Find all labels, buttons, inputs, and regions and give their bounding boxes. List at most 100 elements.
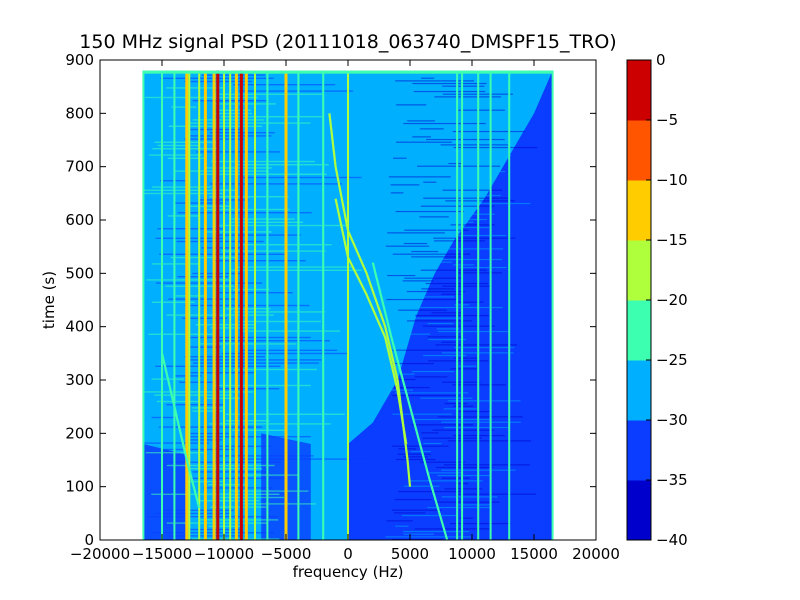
heatmap-noise-streak: [170, 461, 281, 463]
heatmap-noise-streak: [423, 442, 442, 445]
heatmap-noise-streak: [239, 90, 354, 92]
heatmap-noise-streak: [421, 77, 435, 79]
heatmap-noise-streak: [388, 176, 451, 178]
y-tick-label: 400: [65, 318, 94, 336]
heatmap-noise-streak: [441, 496, 498, 498]
heatmap-noise-streak: [208, 484, 249, 486]
heatmap-noise-streak: [177, 276, 229, 278]
heatmap-noise-streak: [148, 333, 215, 335]
heatmap-noise-streak: [423, 354, 467, 357]
heatmap-noise-streak: [210, 327, 255, 329]
heatmap-chirp-track: [160, 353, 201, 509]
heatmap-noise-streak: [426, 472, 462, 474]
heatmap-noise-streak: [208, 525, 242, 527]
heatmap-noise-streak: [442, 285, 492, 287]
heatmap-noise-streak: [397, 453, 431, 455]
heatmap-noise-streak: [189, 122, 311, 124]
heatmap-noise-streak: [385, 245, 430, 247]
x-tick-label: 15000: [510, 545, 558, 563]
colorbar-tick-label: −40: [656, 531, 688, 549]
heatmap-noise-streak: [411, 256, 463, 258]
heatmap-noise-streak: [391, 538, 443, 540]
heatmap-noise-streak: [387, 274, 416, 277]
heatmap-noise-streak: [403, 485, 440, 487]
heatmap-noise-streak: [196, 151, 280, 153]
chart-title: 150 MHz signal PSD (20111018_063740_DMSP…: [79, 31, 616, 53]
heatmap-noise-streak: [232, 288, 270, 291]
heatmap-noise-streak: [166, 404, 225, 406]
heatmap-noise-streak: [412, 136, 432, 138]
x-tick-label: −15000: [132, 545, 192, 563]
heatmap-noise-streak: [390, 362, 434, 365]
heatmap-noise-streak: [238, 474, 300, 476]
heatmap-noise-streak: [394, 498, 432, 501]
heatmap-noise-streak: [410, 450, 431, 453]
plot-area: [99, 59, 597, 541]
colorbar-tick-label: −20: [656, 291, 688, 309]
heatmap-noise-streak: [394, 386, 430, 389]
x-tick-label: −5000: [261, 545, 312, 563]
x-tick-label: 10000: [448, 545, 496, 563]
heatmap-noise-streak: [145, 452, 207, 454]
heatmap-noise-streak: [170, 256, 235, 259]
heatmap-noise-streak: [444, 402, 468, 405]
heatmap-noise-streak: [220, 496, 285, 499]
heatmap-noise-streak: [386, 520, 413, 522]
heatmap-noise-streak: [443, 408, 477, 410]
heatmap-noise-streak: [151, 301, 195, 303]
heatmap-noise-streak: [454, 160, 486, 162]
heatmap-noise-streak: [195, 324, 256, 326]
heatmap-noise-streak: [179, 381, 213, 383]
heatmap-noise-streak: [403, 122, 486, 125]
heatmap-noise-streak: [157, 228, 225, 230]
heatmap-noise-streak: [420, 461, 466, 463]
heatmap-noise-streak: [192, 410, 224, 412]
heatmap-noise-streak: [238, 320, 321, 323]
heatmap-noise-streak: [392, 413, 453, 415]
heatmap-noise-streak: [403, 533, 434, 535]
y-tick-label: 100: [65, 478, 94, 496]
heatmap-noise-streak: [232, 429, 287, 431]
heatmap-noise-streak: [449, 522, 511, 525]
heatmap-noise-streak: [407, 120, 435, 122]
colorbar: −40 −35 −30 −25 −20 −15 −10 −5 0: [626, 51, 688, 549]
heatmap-noise-streak: [167, 215, 199, 217]
heatmap-noise-streak: [458, 410, 491, 413]
heatmap-noise-streak: [445, 200, 515, 202]
heatmap-noise-streak: [443, 464, 530, 466]
heatmap-noise-streak: [152, 186, 212, 188]
heatmap-noise-streak: [435, 344, 518, 346]
heatmap-noise-streak: [188, 436, 311, 438]
heatmap-noise-streak: [431, 312, 463, 314]
heatmap-noise-streak: [198, 519, 279, 521]
heatmap-noise-streak: [159, 180, 186, 182]
heatmap-noise-streak: [422, 325, 495, 327]
colorbar-tick-label: 0: [656, 51, 666, 69]
heatmap-noise-streak: [151, 263, 201, 265]
heatmap-noise-streak: [151, 416, 179, 419]
heatmap-noise-streak: [439, 226, 489, 229]
heatmap-noise-streak: [453, 146, 538, 149]
y-tick-label: 700: [65, 158, 94, 176]
heatmap-noise-streak: [423, 197, 510, 199]
colorbar-tick-label: −5: [656, 111, 678, 129]
heatmap-noise-streak: [392, 253, 471, 255]
heatmap-noise-streak: [444, 488, 483, 490]
heatmap-noise-streak: [393, 125, 411, 127]
y-axis: 0 100 200 300 400 500 600 700 800 900: [65, 51, 596, 549]
heatmap-noise-streak: [233, 311, 326, 313]
heatmap-noise-streak: [159, 253, 287, 255]
heatmap-noise-streak: [403, 530, 470, 533]
heatmap-noise-streak: [171, 106, 197, 108]
heatmap-noise-streak: [416, 213, 495, 215]
heatmap-noise-streak: [149, 154, 203, 156]
heatmap-noise-streak: [457, 493, 537, 495]
heatmap-noise-streak: [434, 96, 502, 98]
heatmap-noise-streak: [441, 341, 456, 343]
heatmap-noise-streak: [187, 346, 221, 348]
heatmap-noise-streak: [428, 338, 467, 341]
heatmap-noise-streak: [155, 512, 230, 515]
heatmap-noise-streak: [385, 536, 471, 538]
heatmap-noise-streak: [450, 368, 479, 370]
heatmap-noise-streak: [184, 477, 286, 479]
